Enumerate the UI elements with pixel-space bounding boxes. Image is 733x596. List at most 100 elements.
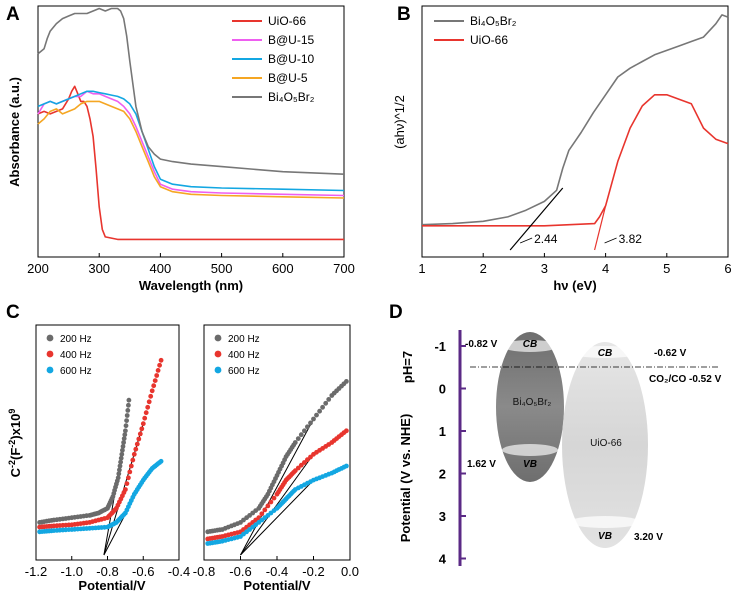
panel-c-left-200-hz-point <box>117 467 122 473</box>
panel-b-x-tick-label: 2 <box>480 261 487 276</box>
panel-c-letter: C <box>6 302 20 323</box>
panel-c-left-xlabel: Potential/V <box>78 578 146 593</box>
panel-a-x-tick-label: 200 <box>27 261 49 276</box>
panel-c-left-400-hz-point <box>123 487 128 492</box>
bi4o5br2-vb-disc <box>502 444 558 456</box>
panel-c-left-400-hz-point <box>155 368 161 373</box>
panel-c-left-400-hz-point <box>128 463 134 469</box>
panel-a-legend: UiO-66 B@U-15 B@U-10 B@U-5 Bi₄O₅Br₂ <box>232 14 315 104</box>
panel-c-left-200-hz-point <box>117 463 123 469</box>
panel-c-right-400-hz-point <box>259 511 265 517</box>
panel-b-tangent-0 <box>509 187 564 251</box>
panel-b-line-uio-66 <box>422 94 729 227</box>
panel-b-legend: Bi₄O₅Br₂ UiO-66 <box>434 14 517 47</box>
legend-600-hz-label: 600 Hz <box>60 366 92 377</box>
panel-c-left-600-hz-point <box>158 458 164 464</box>
legend-400-hz-swatch <box>214 350 222 358</box>
panel-a-line-b-u-10 <box>37 90 345 192</box>
panel-a-x-tick-label: 400 <box>150 261 172 276</box>
panel-c-left-200-hz-point <box>120 447 125 453</box>
legend-200-hz-swatch <box>46 334 54 342</box>
panel-a-x-tick-label: 700 <box>333 261 355 276</box>
panel-c-right-200-hz-point <box>317 408 322 414</box>
panel-c-left-200-hz-point <box>120 444 126 449</box>
legend-b-u-10-label: B@U-10 <box>268 52 315 66</box>
panel-d-diagram: -1 0 1 2 3 4 CB VB CB VB Bi₄O₅Br₂ UiO-66 -0.8… <box>434 330 722 567</box>
panel-c-left-400-hz-point <box>137 431 143 437</box>
panel-c-left-400-hz-point <box>142 415 148 421</box>
panel-c-left-400-hz-point <box>151 383 157 389</box>
legend-400-hz-label: 400 Hz <box>60 350 92 361</box>
panel-a-plot: 200 300 400 500 600 700 UiO-66 B@U-15 B@U-10 B@U… <box>27 5 355 276</box>
panel-c-right-200-hz-point <box>311 416 316 422</box>
panel-d-tick-label: -1 <box>434 339 446 354</box>
panel-c-right-200-hz-point <box>298 432 304 438</box>
panel-c-left-200-hz-point <box>124 418 129 423</box>
panel-c-left-200-hz-point <box>118 455 124 461</box>
panel-a-line-b-u-5 <box>37 100 345 199</box>
panel-c-left-400-hz-point <box>131 451 137 457</box>
panel-b-tangent-1 <box>594 205 607 251</box>
uio66-cb-label: CB <box>598 348 612 359</box>
panel-c-left-200-hz-point <box>115 475 121 481</box>
panel-c-right-200-hz <box>205 379 349 535</box>
panel-c-right-200-hz-point <box>326 397 332 402</box>
panel-c-left-400-hz-point <box>152 378 158 383</box>
panel-d-tick-label: 1 <box>439 424 446 439</box>
panel-c-left-400-hz-point <box>130 457 136 463</box>
panel-c-left-400-hz-point <box>133 446 139 452</box>
panel-d-tick-label: 0 <box>439 382 446 397</box>
panel-b-arrow-0 <box>519 237 533 244</box>
legend-b-u-5-label: B@U-5 <box>268 71 308 85</box>
legend-400-hz-swatch <box>46 350 54 358</box>
panel-c-left-x-tick-label: -1.2 <box>25 564 47 579</box>
panel-c-right-400-hz-point <box>262 507 268 513</box>
bi4o5br2-vb-value: 1.62 V <box>467 459 496 470</box>
uio66-label: UiO-66 <box>590 438 622 449</box>
panel-c-right-200-hz-point <box>295 436 301 441</box>
panel-c-right-legend: 200 Hz 400 Hz 600 Hz <box>214 334 260 377</box>
bi4o5br2-cb-disc <box>502 340 558 352</box>
panel-c-right-200-hz-point <box>308 420 313 426</box>
legend-600-hz-swatch <box>214 366 222 374</box>
panel-c-right-x-tick-label: -0.4 <box>266 564 288 579</box>
uio66-vb-label: VB <box>598 531 612 542</box>
panel-a-line-bi-o-br <box>37 7 345 175</box>
redox-label: CO₂/CO -0.52 V <box>649 374 722 385</box>
legend-200-hz-label: 200 Hz <box>228 334 260 345</box>
panel-c-right-200-hz-point <box>292 440 298 445</box>
panel-c-left-200-hz-point <box>122 432 128 438</box>
panel-c-right-400-hz <box>205 428 349 542</box>
panel-c-left-x-tick-label: -0.4 <box>168 564 190 579</box>
panel-c-left-200-hz-point <box>118 459 123 465</box>
panel-a-xlabel: Wavelength (nm) <box>139 278 243 293</box>
panel-c-left-200-hz-point <box>126 397 132 403</box>
panel-c-right-xticks: -0.8 -0.6 -0.4 -0.2 0.0 <box>193 556 359 579</box>
panel-b-frame <box>421 5 729 258</box>
panel-b-arrow-1 <box>604 237 617 244</box>
panel-a-xticks: 200 300 400 500 600 700 <box>27 253 355 276</box>
panel-c-right-400-hz-point <box>271 495 277 501</box>
panel-c-left-400-hz-point <box>125 475 131 481</box>
panel-d-tick-label: 4 <box>439 552 447 567</box>
bi4o5br2-band <box>496 332 564 482</box>
panel-c-left-legend: 200 Hz 400 Hz 600 Hz <box>46 334 92 377</box>
panel-b-annotations: 2.44 3.82 <box>519 232 642 246</box>
panel-c-left-200-hz-point <box>121 440 126 445</box>
uio66-vb-value: 3.20 V <box>634 532 663 543</box>
panel-b-plot: 1 2 3 4 5 6 Bi₄O₅Br₂ UiO-66 2.44 3.82 <box>418 5 732 276</box>
uio66-vb-disc <box>569 516 641 528</box>
panel-c-left-400-hz-point <box>140 421 146 427</box>
panel-d-ph-label: pH=7 <box>400 351 415 383</box>
legend-uio-66-label: UiO-66 <box>268 14 306 28</box>
panel-a-line-b-u-15 <box>37 90 345 197</box>
bi4o5br2-vb-label: VB <box>523 459 537 470</box>
panel-b-ylabel: (ahν)^1/2 <box>392 95 407 149</box>
panel-c-left-400-hz-point <box>143 410 149 416</box>
panel-c-right-600-hz-point <box>344 463 349 469</box>
panel-c-right-plot: -0.8 -0.6 -0.4 -0.2 0.0 200 Hz 400 Hz 600 Hz <box>193 324 359 579</box>
panel-c-fit-line <box>240 453 314 556</box>
panel-d-tick-label: 3 <box>439 509 446 524</box>
panel-b-x-tick-label: 5 <box>663 261 670 276</box>
